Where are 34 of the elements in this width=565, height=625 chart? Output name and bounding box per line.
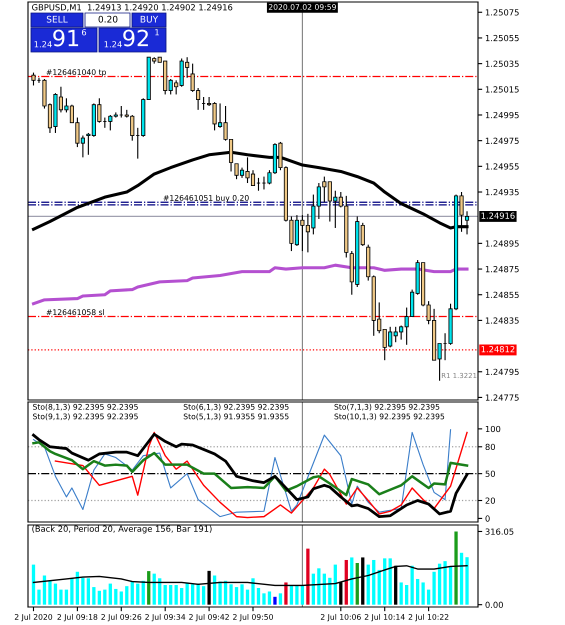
y-tick-label: 1.24775 [486,394,519,401]
y-tick-label: 1.24935 [486,188,519,196]
y-tick-label: 1.25075 [486,9,519,16]
ref-line-label: 1.24812 [482,346,514,352]
y-tick-label: 0 [485,515,490,522]
y-tick-label: 1.24855 [486,292,519,298]
y-tick-label: 20 [486,497,495,504]
y-tick-label: 1.24795 [486,368,519,376]
y-tick-label: 316.05 [486,528,514,535]
annotation: 6 [82,29,86,36]
annotation: 1.24 [104,41,122,48]
y-tick-label: 1.24955 [486,163,519,170]
ref-line-label: 1.24916 [482,212,515,219]
chart-title: GBPUSD,M1 1.24913 1.24920 1.24902 1.24916 [32,4,232,12]
y-tick-label: 1.24995 [486,112,519,118]
annotation: 91 [53,30,78,46]
annotation: 92 [123,30,148,46]
y-tick-label: 1.25035 [486,60,519,67]
y-tick-label: 1.25015 [486,86,519,93]
y-tick-label: 1.24835 [486,317,519,324]
annotation: 1.24 [34,41,52,48]
y-tick-label: 1.24975 [486,138,519,144]
y-tick-label: 1.25055 [486,34,519,42]
annotation: BUY [140,16,158,23]
chart-title: (Back 20, Period 20, Average 156, Bar 191) [32,525,212,534]
y-tick-label: 80 [486,444,495,450]
y-tick-label: 100 [486,426,500,432]
annotation: 0.20 [98,16,118,23]
y-tick-label: 1.24875 [486,266,519,272]
annotation: SELL [46,16,68,23]
y-tick-label: 1.24895 [486,240,519,247]
y-tick-label: 50 [486,470,495,477]
annotation: 1 [155,29,159,36]
y-tick-label: 0.00 [485,602,503,608]
